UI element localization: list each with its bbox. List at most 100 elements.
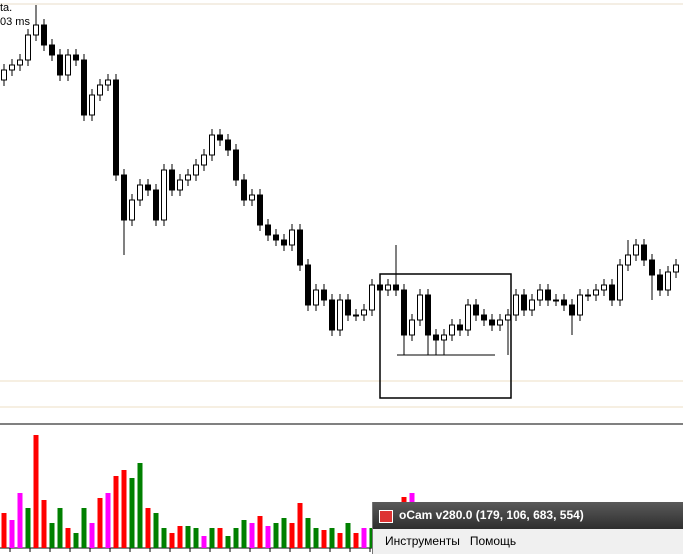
volume-bar bbox=[233, 528, 239, 548]
candle-body bbox=[353, 314, 359, 317]
candle-body bbox=[257, 194, 263, 226]
volume-bar bbox=[49, 523, 55, 548]
candle-body bbox=[601, 284, 607, 291]
candle-body bbox=[609, 284, 615, 301]
volume-bar bbox=[281, 518, 287, 548]
volume-bar bbox=[9, 520, 15, 548]
volume-bar bbox=[361, 528, 367, 548]
volume-bar bbox=[137, 463, 143, 548]
candle-body bbox=[321, 289, 327, 301]
candle-body bbox=[417, 294, 423, 321]
volume-bar bbox=[33, 435, 39, 548]
candle-body bbox=[553, 299, 559, 302]
candle-body bbox=[577, 294, 583, 316]
candle-body bbox=[329, 299, 335, 331]
candle-body bbox=[529, 299, 535, 311]
candle-body bbox=[137, 184, 143, 201]
volume-bar bbox=[81, 508, 87, 548]
volume-bar bbox=[241, 520, 247, 548]
candle-body bbox=[289, 229, 295, 246]
volume-bar bbox=[217, 528, 223, 548]
volume-bar bbox=[257, 516, 263, 548]
candle-body bbox=[337, 299, 343, 331]
candle-body bbox=[361, 309, 367, 316]
candle-body bbox=[265, 224, 271, 236]
menu-bar: Инструменты Помощь bbox=[373, 529, 683, 554]
ocam-window: oCam v280.0 (179, 106, 683, 554) Инструм… bbox=[372, 502, 683, 554]
candle-body bbox=[521, 294, 527, 311]
volume-bar bbox=[353, 533, 359, 548]
candle-body bbox=[193, 164, 199, 176]
volume-bar bbox=[73, 533, 79, 548]
menu-item[interactable]: Помощь bbox=[469, 534, 517, 548]
candle-body bbox=[537, 289, 543, 301]
candle-body bbox=[385, 284, 391, 291]
candle-body bbox=[217, 134, 223, 141]
volume-bar bbox=[225, 536, 231, 548]
candle-body bbox=[345, 299, 351, 316]
candle-body bbox=[465, 304, 471, 331]
candle-body bbox=[513, 294, 519, 316]
title-text: oCam v280.0 (179, 106, 683, 554) bbox=[399, 508, 584, 522]
candle-body bbox=[33, 24, 39, 36]
volume-bar bbox=[345, 523, 351, 548]
candle-body bbox=[441, 334, 447, 341]
candle-body bbox=[129, 199, 135, 221]
candle-body bbox=[297, 229, 303, 266]
candle-body bbox=[225, 139, 231, 151]
candle-body bbox=[249, 194, 255, 201]
candle-body bbox=[393, 284, 399, 291]
candle-body bbox=[201, 154, 207, 166]
candle-body bbox=[449, 324, 455, 336]
candle-body bbox=[9, 64, 15, 71]
candle-body bbox=[489, 319, 495, 326]
volume-bar bbox=[41, 500, 47, 548]
volume-bar bbox=[329, 528, 335, 548]
candle-body bbox=[153, 189, 159, 221]
candle-body bbox=[665, 271, 671, 291]
volume-bar bbox=[297, 503, 303, 548]
candle-body bbox=[593, 289, 599, 296]
candle-body bbox=[433, 334, 439, 341]
volume-bar bbox=[65, 528, 71, 548]
volume-bar bbox=[153, 513, 159, 548]
candle-body bbox=[169, 169, 175, 191]
volume-bar bbox=[25, 508, 31, 548]
volume-bar bbox=[145, 508, 151, 548]
volume-bar bbox=[89, 523, 95, 548]
candle-body bbox=[273, 234, 279, 241]
candle-body bbox=[185, 174, 191, 181]
volume-bar bbox=[161, 528, 167, 548]
window-title: oCam v280.0 (179, 106, 683, 554) bbox=[373, 502, 683, 529]
volume-bar bbox=[121, 470, 127, 548]
volume-bar bbox=[1, 513, 7, 548]
app-icon bbox=[379, 510, 393, 523]
menu-item[interactable]: Инструменты bbox=[385, 534, 460, 548]
candle-body bbox=[25, 34, 31, 61]
candle-body bbox=[633, 244, 639, 256]
candle-body bbox=[585, 294, 591, 297]
candle-body bbox=[73, 54, 79, 61]
candle-body bbox=[65, 54, 71, 76]
candle-body bbox=[57, 54, 63, 76]
volume-bar bbox=[249, 523, 255, 548]
candle-body bbox=[473, 304, 479, 316]
candle-body bbox=[49, 44, 55, 56]
volume-bar bbox=[201, 536, 207, 548]
candle-body bbox=[161, 169, 167, 221]
info-text: ta. bbox=[0, 2, 13, 14]
candle-body bbox=[177, 179, 183, 191]
volume-bar bbox=[113, 476, 119, 548]
candle-body bbox=[145, 184, 151, 191]
candle-body bbox=[1, 69, 7, 81]
volume-bar bbox=[193, 528, 199, 548]
candle-body bbox=[121, 174, 127, 221]
candle-body bbox=[305, 264, 311, 306]
candle-body bbox=[657, 274, 663, 291]
candle-body bbox=[641, 244, 647, 261]
volume-bar bbox=[105, 493, 111, 548]
candle-body bbox=[81, 59, 87, 116]
volume-bar bbox=[337, 533, 343, 548]
